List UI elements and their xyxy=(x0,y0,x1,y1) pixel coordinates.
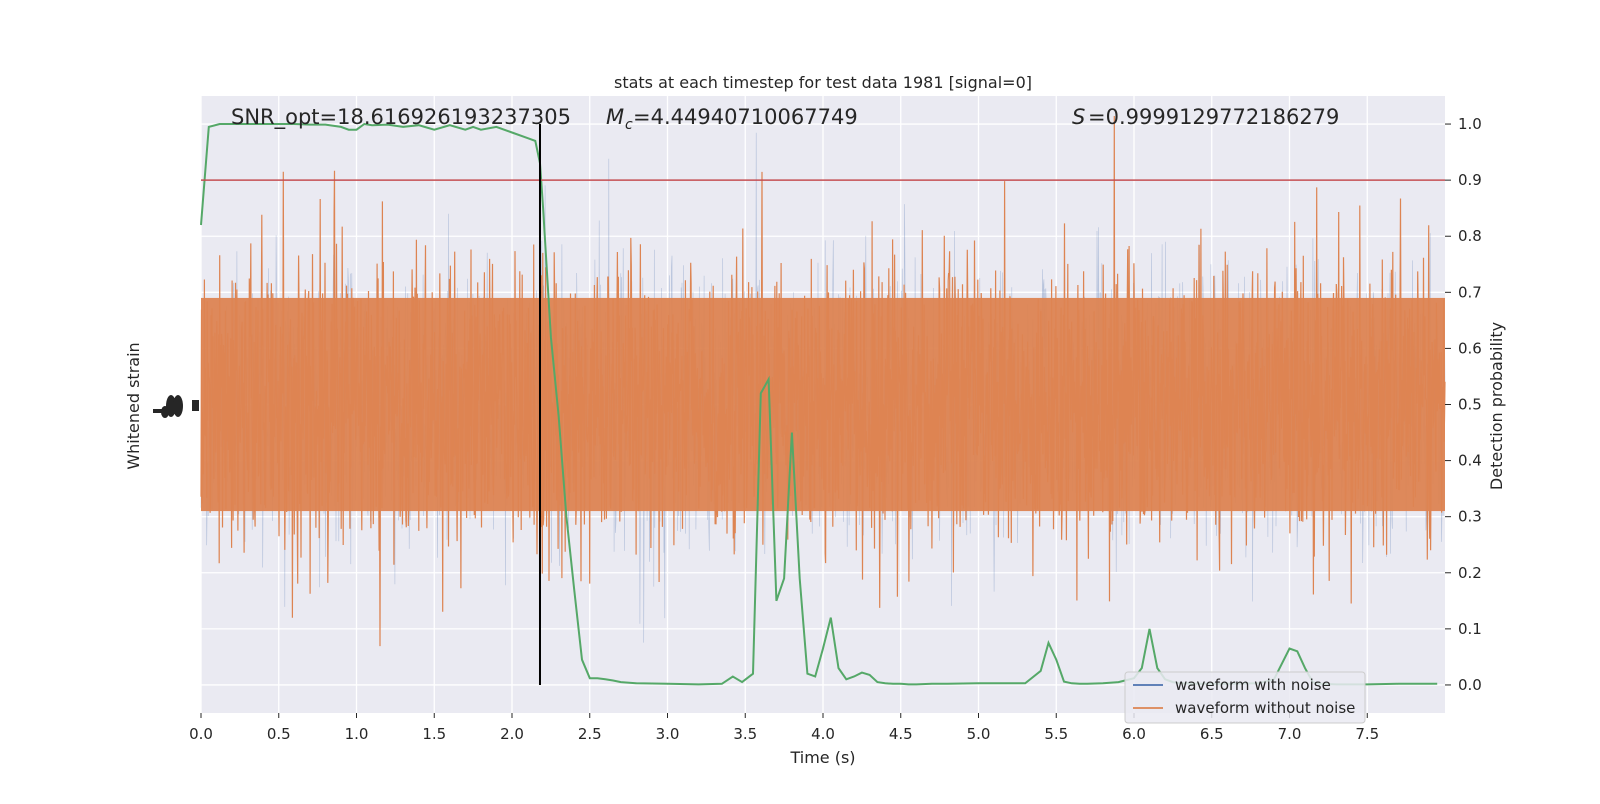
legend-label-without-noise: waveform without noise xyxy=(1175,699,1355,717)
x-tick-label-0: 0.0 xyxy=(189,725,213,743)
y-tick-label-1: 0.1 xyxy=(1458,620,1482,638)
x-tick-label-8: 4.0 xyxy=(811,725,835,743)
strain-series-layer xyxy=(200,115,1446,647)
y-tick-label-0: 0.0 xyxy=(1458,676,1482,694)
s-value: =0.9999129772186279 xyxy=(1088,105,1339,129)
left-axis-label: Whitened strain xyxy=(124,342,143,469)
x-tick-label-14: 7.0 xyxy=(1278,725,1302,743)
chirp-mass-value: =4.44940710067749 xyxy=(633,105,858,129)
x-tick-label-5: 2.5 xyxy=(578,725,602,743)
legend-label-with-noise: waveform with noise xyxy=(1175,676,1331,694)
y-tick-label-3: 0.3 xyxy=(1458,508,1482,526)
svg-text:S: S xyxy=(1072,105,1085,129)
svg-text:c: c xyxy=(625,117,633,133)
y-tick-label-2: 0.2 xyxy=(1458,564,1482,582)
x-axis-label: Time (s) xyxy=(789,748,855,767)
x-axis-ticks: 0.0 0.5 1.0 1.5 2.0 2.5 3.0 3.5 4.0 4.5 5.0 5.5 6.0 6… xyxy=(189,713,1379,743)
y-tick-label-4: 0.4 xyxy=(1458,452,1482,470)
x-tick-label-12: 6.0 xyxy=(1122,725,1146,743)
y-tick-label-7: 0.7 xyxy=(1458,283,1482,301)
x-tick-label-13: 6.5 xyxy=(1200,725,1224,743)
x-tick-label-2: 1.0 xyxy=(345,725,369,743)
right-axis-ticks: 0.0 0.1 0.2 0.3 0.4 0.5 0.6 0.7 0.8 0.9 1.0 xyxy=(1445,115,1482,694)
series-detection-probability xyxy=(200,122,1438,686)
chart-title: stats at each timestep for test data 198… xyxy=(614,73,1032,92)
x-tick-label-3: 1.5 xyxy=(422,725,446,743)
y-tick-label-9: 0.9 xyxy=(1458,171,1482,189)
x-tick-label-6: 3.0 xyxy=(656,725,680,743)
chirp-mass-annotation: M c =4.44940710067749 xyxy=(606,105,858,133)
x-tick-label-9: 4.5 xyxy=(889,725,913,743)
probability-series-layer xyxy=(200,122,1438,686)
y-tick-label-10: 1.0 xyxy=(1458,115,1482,133)
snr-annotation: SNR_opt=18.616926193237305 xyxy=(231,105,571,130)
x-tick-label-10: 5.0 xyxy=(967,725,991,743)
x-tick-label-4: 2.0 xyxy=(500,725,524,743)
y-tick-label-8: 0.8 xyxy=(1458,227,1482,245)
x-tick-label-11: 5.5 xyxy=(1044,725,1068,743)
strain-core-band xyxy=(201,297,1445,512)
right-axis-label: Detection probability xyxy=(1487,322,1506,490)
left-axis-tick-cluster xyxy=(153,395,199,418)
x-tick-label-1: 0.5 xyxy=(267,725,291,743)
y-tick-label-5: 0.5 xyxy=(1458,396,1482,414)
svg-text:M: M xyxy=(606,105,624,129)
x-tick-label-7: 3.5 xyxy=(733,725,757,743)
y-tick-label-6: 0.6 xyxy=(1458,339,1482,357)
legend: waveform with noise waveform without noi… xyxy=(1124,671,1366,724)
legend-box xyxy=(1124,671,1366,724)
s-annotation: S =0.9999129772186279 xyxy=(1072,105,1339,129)
x-tick-label-15: 7.5 xyxy=(1355,725,1379,743)
